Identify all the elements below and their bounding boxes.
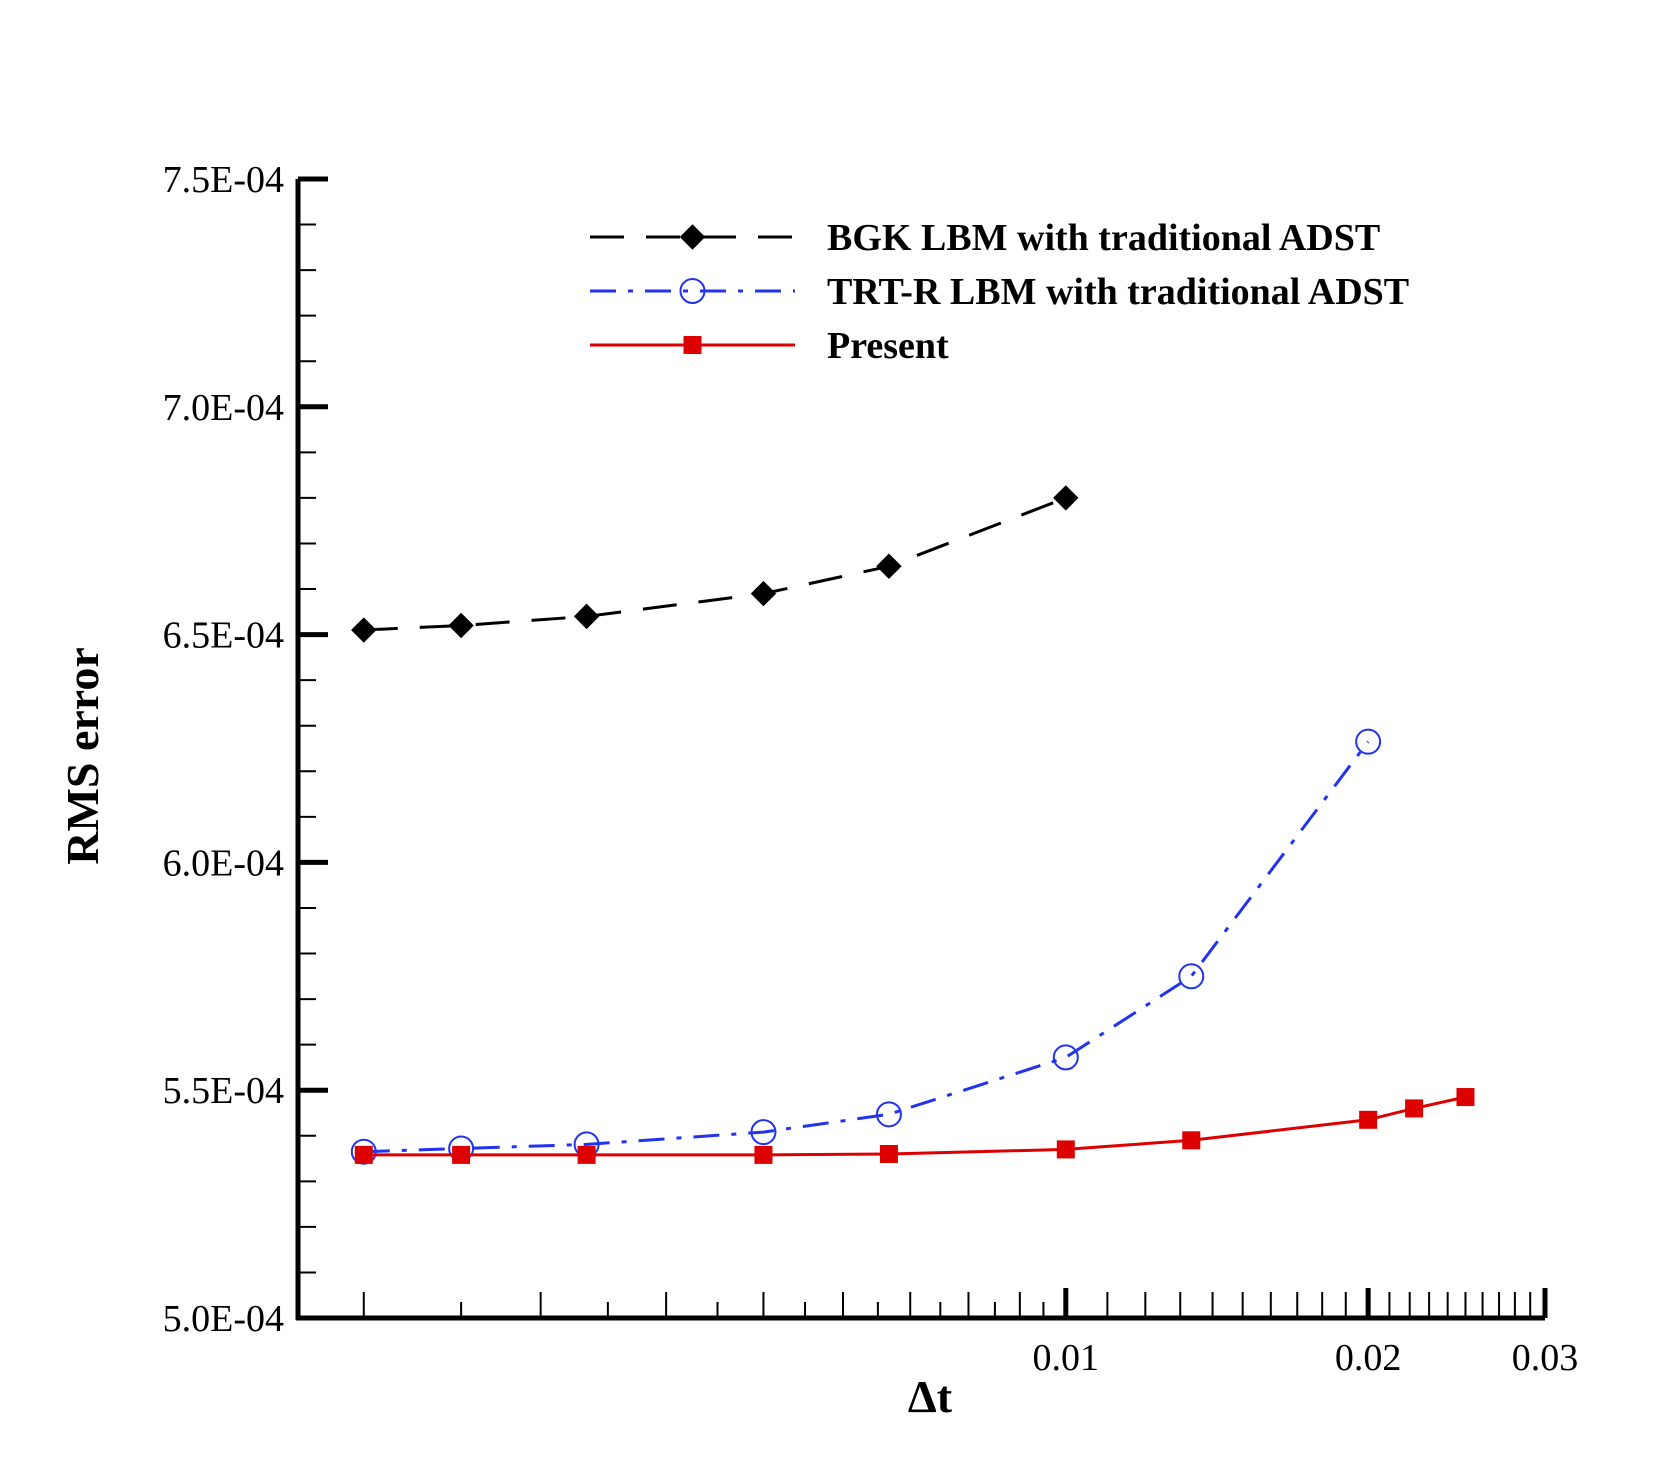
series-layer	[350, 485, 1475, 1165]
y-tick-label: 7.0E-04	[163, 387, 284, 429]
axis-ticks	[298, 176, 1548, 1321]
data-point	[452, 1145, 471, 1164]
data-point	[354, 1145, 373, 1164]
legend-marker	[679, 278, 706, 304]
data-point	[879, 1144, 898, 1163]
y-tick-label: 6.5E-04	[163, 615, 284, 657]
series-2	[350, 728, 1382, 1165]
data-point	[1178, 963, 1205, 990]
legend-marker	[683, 336, 702, 354]
legend-entry-1: BGK LBM with traditional ADST	[590, 217, 1380, 259]
data-point	[1056, 1140, 1075, 1159]
legend: BGK LBM with traditional ADST TRT-R LBM w…	[590, 217, 1409, 367]
axes	[295, 179, 1545, 1321]
x-tick-label: 0.03	[1512, 1337, 1579, 1379]
series-1	[351, 485, 1079, 643]
y-axis-title: RMS error	[57, 647, 108, 865]
y-tick-label: 5.0E-04	[163, 1298, 284, 1340]
y-tick-label: 5.5E-04	[163, 1070, 284, 1112]
tick-labels: 5.0E-04 5.5E-04 6.0E-04 6.5E-04 7.0E-04 7.5E-…	[163, 159, 1579, 1379]
data-point	[1359, 1110, 1378, 1129]
x-axis-title: Δt	[908, 1371, 953, 1422]
data-point	[1052, 1044, 1079, 1071]
data-point	[754, 1145, 773, 1164]
legend-marker	[679, 224, 706, 250]
legend-label: TRT-R LBM with traditional ADST	[827, 271, 1409, 313]
legend-entry-3: Present	[590, 325, 949, 367]
data-point	[448, 612, 474, 639]
data-point	[351, 617, 377, 643]
data-point	[750, 1119, 777, 1146]
x-tick-label: 0.02	[1335, 1337, 1402, 1379]
series-line	[363, 496, 1067, 632]
data-point	[1405, 1099, 1424, 1118]
data-point	[875, 1101, 902, 1128]
data-point	[876, 553, 902, 579]
series-3	[354, 1088, 1475, 1164]
legend-label: BGK LBM with traditional ADST	[827, 217, 1380, 259]
data-point	[750, 580, 777, 607]
y-tick-label: 6.0E-04	[163, 842, 284, 884]
data-point	[1053, 485, 1079, 511]
data-point	[1355, 728, 1382, 755]
series-line	[363, 1095, 1466, 1157]
y-tick-label: 7.5E-04	[163, 159, 284, 201]
data-point	[1182, 1131, 1201, 1150]
data-point	[1456, 1088, 1475, 1107]
data-point	[577, 1145, 596, 1164]
series-line	[363, 740, 1370, 1154]
legend-label: Present	[827, 325, 949, 367]
x-tick-label: 0.01	[1033, 1337, 1100, 1379]
legend-entry-2: TRT-R LBM with traditional ADST	[590, 271, 1409, 313]
data-point	[573, 603, 600, 630]
